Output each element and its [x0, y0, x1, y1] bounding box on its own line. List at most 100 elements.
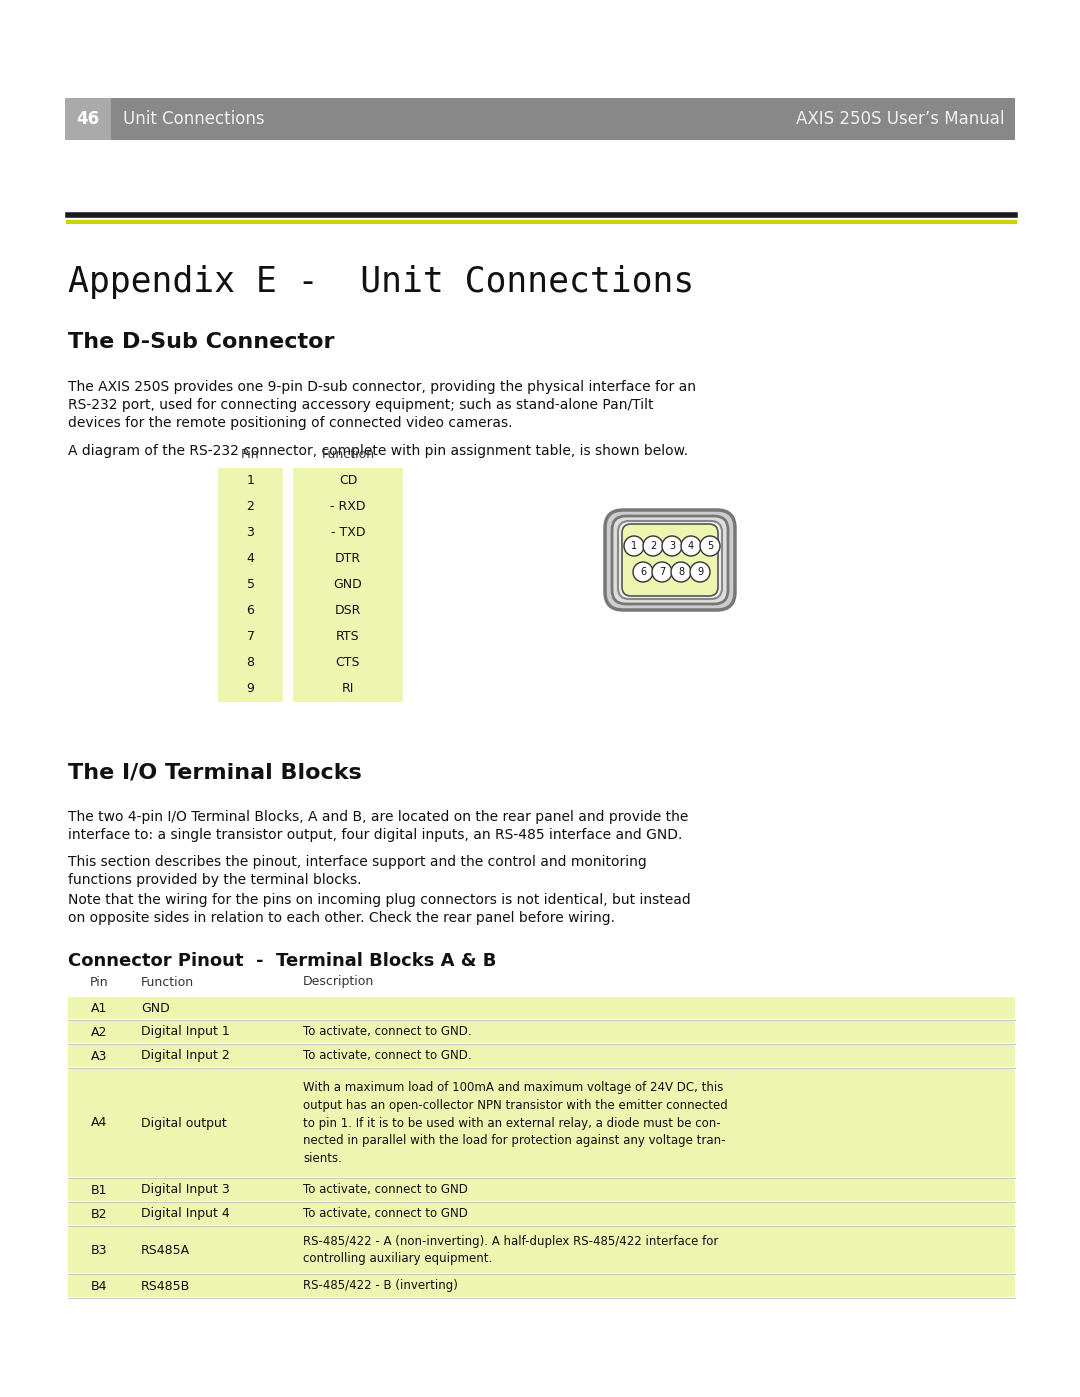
- Text: With a maximum load of 100mA and maximum voltage of 24V DC, this
output has an o: With a maximum load of 100mA and maximum…: [303, 1081, 728, 1165]
- Text: A3: A3: [91, 1049, 107, 1063]
- Text: GND: GND: [141, 1002, 170, 1014]
- Text: A2: A2: [91, 1025, 107, 1038]
- FancyBboxPatch shape: [68, 1069, 1015, 1178]
- Text: RI: RI: [341, 683, 354, 696]
- FancyBboxPatch shape: [218, 546, 283, 571]
- Text: 1: 1: [246, 475, 255, 488]
- FancyBboxPatch shape: [68, 1021, 1015, 1044]
- Text: Function: Function: [322, 448, 375, 461]
- Text: RS485B: RS485B: [141, 1280, 190, 1292]
- Text: interface to: a single transistor output, four digital inputs, an RS-485 interfa: interface to: a single transistor output…: [68, 828, 683, 842]
- Text: 2: 2: [246, 500, 255, 514]
- Text: Digital Input 1: Digital Input 1: [141, 1025, 230, 1038]
- Text: 9: 9: [697, 567, 703, 577]
- Text: 6: 6: [246, 605, 255, 617]
- Text: 4: 4: [246, 552, 255, 566]
- Text: RS-485/422 - B (inverting): RS-485/422 - B (inverting): [303, 1280, 458, 1292]
- Text: The AXIS 250S provides one 9-pin D-sub connector, providing the physical interfa: The AXIS 250S provides one 9-pin D-sub c…: [68, 380, 696, 394]
- Text: - TXD: - TXD: [330, 527, 365, 539]
- Circle shape: [690, 562, 710, 583]
- Text: The I/O Terminal Blocks: The I/O Terminal Blocks: [68, 763, 362, 782]
- Circle shape: [624, 536, 644, 556]
- FancyBboxPatch shape: [65, 98, 111, 140]
- Text: B2: B2: [91, 1207, 107, 1221]
- FancyBboxPatch shape: [218, 598, 283, 624]
- Text: functions provided by the terminal blocks.: functions provided by the terminal block…: [68, 873, 362, 887]
- Circle shape: [643, 536, 663, 556]
- FancyBboxPatch shape: [293, 520, 403, 546]
- FancyBboxPatch shape: [293, 598, 403, 624]
- Text: CD: CD: [339, 475, 357, 488]
- FancyBboxPatch shape: [622, 524, 718, 597]
- Text: Connector Pinout  -  Terminal Blocks A & B: Connector Pinout - Terminal Blocks A & B: [68, 951, 497, 970]
- Text: AXIS 250S User’s Manual: AXIS 250S User’s Manual: [797, 110, 1005, 129]
- FancyBboxPatch shape: [293, 495, 403, 520]
- Text: A4: A4: [91, 1116, 107, 1130]
- Text: RTS: RTS: [336, 630, 360, 644]
- FancyBboxPatch shape: [293, 546, 403, 571]
- Text: 4: 4: [688, 541, 694, 550]
- Text: 1: 1: [631, 541, 637, 550]
- FancyBboxPatch shape: [218, 676, 283, 703]
- Text: To activate, connect to GND: To activate, connect to GND: [303, 1207, 468, 1221]
- Text: 6: 6: [640, 567, 646, 577]
- Text: DTR: DTR: [335, 552, 361, 566]
- FancyBboxPatch shape: [618, 521, 723, 599]
- FancyBboxPatch shape: [293, 676, 403, 703]
- Text: RS-485/422 - A (non-inverting). A half-duplex RS-485/422 interface for
controlli: RS-485/422 - A (non-inverting). A half-d…: [303, 1235, 718, 1266]
- Text: 5: 5: [246, 578, 255, 591]
- Text: To activate, connect to GND: To activate, connect to GND: [303, 1183, 468, 1196]
- FancyBboxPatch shape: [293, 650, 403, 676]
- Text: Pin: Pin: [241, 448, 260, 461]
- Text: To activate, connect to GND.: To activate, connect to GND.: [303, 1025, 472, 1038]
- Text: RS485A: RS485A: [141, 1243, 190, 1256]
- Text: The two 4-pin I/O Terminal Blocks, A and B, are located on the rear panel and pr: The two 4-pin I/O Terminal Blocks, A and…: [68, 810, 688, 824]
- Circle shape: [652, 562, 672, 583]
- Text: Digital Input 3: Digital Input 3: [141, 1183, 230, 1196]
- Circle shape: [681, 536, 701, 556]
- Text: CTS: CTS: [336, 657, 361, 669]
- Text: on opposite sides in relation to each other. Check the rear panel before wiring.: on opposite sides in relation to each ot…: [68, 911, 615, 925]
- Text: 3: 3: [246, 527, 255, 539]
- FancyBboxPatch shape: [68, 1203, 1015, 1225]
- Text: DSR: DSR: [335, 605, 361, 617]
- FancyBboxPatch shape: [68, 1275, 1015, 1296]
- Text: Digital Input 2: Digital Input 2: [141, 1049, 230, 1063]
- Text: 2: 2: [650, 541, 657, 550]
- Circle shape: [662, 536, 681, 556]
- FancyBboxPatch shape: [218, 650, 283, 676]
- Text: Unit Connections: Unit Connections: [123, 110, 265, 129]
- Text: 5: 5: [707, 541, 713, 550]
- Text: Note that the wiring for the pins on incoming plug connectors is not identical, : Note that the wiring for the pins on inc…: [68, 893, 691, 907]
- Text: This section describes the pinout, interface support and the control and monitor: This section describes the pinout, inter…: [68, 855, 647, 869]
- Text: 7: 7: [659, 567, 665, 577]
- Text: devices for the remote positioning of connected video cameras.: devices for the remote positioning of co…: [68, 416, 513, 430]
- Text: B3: B3: [91, 1243, 107, 1256]
- Text: Function: Function: [141, 975, 194, 989]
- Circle shape: [700, 536, 720, 556]
- Text: 46: 46: [77, 110, 99, 129]
- FancyBboxPatch shape: [68, 1045, 1015, 1067]
- FancyBboxPatch shape: [68, 1179, 1015, 1201]
- FancyBboxPatch shape: [293, 571, 403, 598]
- Text: - RXD: - RXD: [330, 500, 366, 514]
- Text: A1: A1: [91, 1002, 107, 1014]
- FancyBboxPatch shape: [605, 510, 735, 610]
- FancyBboxPatch shape: [111, 98, 1015, 140]
- Text: 7: 7: [246, 630, 255, 644]
- Text: 8: 8: [246, 657, 255, 669]
- Text: 8: 8: [678, 567, 684, 577]
- Text: 3: 3: [669, 541, 675, 550]
- Circle shape: [671, 562, 691, 583]
- Text: Description: Description: [303, 975, 375, 989]
- FancyBboxPatch shape: [612, 515, 728, 604]
- Text: The D-Sub Connector: The D-Sub Connector: [68, 332, 335, 352]
- Circle shape: [633, 562, 653, 583]
- FancyBboxPatch shape: [293, 468, 403, 495]
- FancyBboxPatch shape: [218, 468, 283, 495]
- FancyBboxPatch shape: [218, 520, 283, 546]
- Text: GND: GND: [334, 578, 363, 591]
- Text: Digital output: Digital output: [141, 1116, 227, 1130]
- Text: To activate, connect to GND.: To activate, connect to GND.: [303, 1049, 472, 1063]
- FancyBboxPatch shape: [218, 624, 283, 650]
